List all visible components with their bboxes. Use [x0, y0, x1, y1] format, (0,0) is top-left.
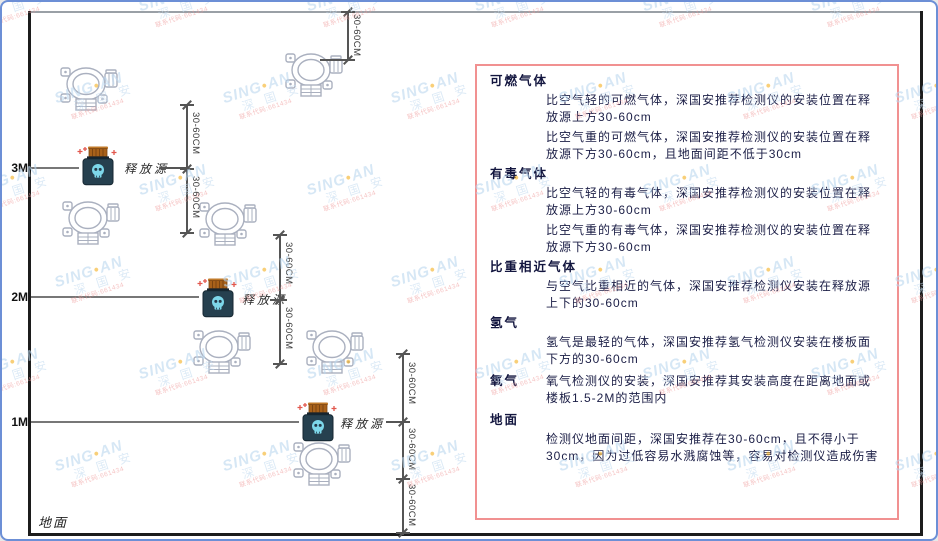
section-paragraph: 比空气轻的有毒气体，深国安推荐检测仪的安装位置在释放源上方30-60cm: [546, 186, 872, 217]
release-source-label: 释放源: [242, 293, 288, 307]
gas-detector-icon: [62, 198, 122, 246]
release-source-label: 释放源: [340, 417, 386, 431]
axis-label-2m: 2M: [11, 290, 28, 304]
gas-detector-icon: [293, 439, 353, 487]
dimension-label: 30-60CM: [190, 112, 201, 155]
panel-section-ground: 地面 检测仪地面间距，深国安推荐在30-60cm，且不得小于30cm，因为过低容…: [490, 412, 889, 464]
gas-detector-icon: [199, 199, 259, 247]
dimension-line: [402, 354, 404, 535]
gas-detector-icon: [193, 327, 253, 375]
gas-detector-icon: [306, 327, 366, 375]
dimension-connector: [270, 299, 280, 301]
level-line-3m: [31, 167, 79, 169]
dimension-label: 30-60CM: [406, 362, 417, 405]
panel-section-hydrogen: 氢气 氢气是最轻的气体，深国安推荐氢气检测仪安装在楼板面下方的30-60cm: [490, 315, 889, 367]
dimension-label: 30-60CM: [351, 14, 362, 57]
gas-detector-icon: [60, 64, 120, 112]
dimension-line: [347, 12, 349, 60]
ground-line: [28, 533, 923, 536]
panel-section-similar-density: 比重相近气体 与空气比重相近的气体，深国安推荐检测仪安装在释放源上下的30-60…: [490, 259, 889, 311]
release-source-label: 释放源: [124, 162, 170, 176]
section-paragraph: 比空气重的有毒气体，深国安推荐检测仪的安装位置在释放源下方30-60cm: [546, 223, 872, 254]
axis-label-3m: 3M: [11, 161, 28, 175]
section-paragraph: 比空气轻的可燃气体，深国安推荐检测仪的安装位置在释放源上方30-60cm: [546, 93, 872, 124]
axis-label-1m: 1M: [11, 415, 28, 429]
section-paragraph: 检测仪地面间距，深国安推荐在30-60cm，且不得小于30cm，因为过低容易水溅…: [546, 432, 879, 463]
section-heading: 可燃气体: [490, 74, 549, 88]
dimension-connector: [386, 421, 403, 423]
section-heading: 氢气: [490, 316, 520, 330]
section-paragraph: 与空气比重相近的气体，深国安推荐检测仪安装在释放源上下的30-60cm: [546, 279, 872, 310]
recommendation-panel: 可燃气体 比空气轻的可燃气体，深国安推荐检测仪的安装位置在释放源上方30-60c…: [475, 64, 899, 520]
panel-section-flammable: 可燃气体 比空气轻的可燃气体，深国安推荐检测仪的安装位置在释放源上方30-60c…: [490, 73, 889, 162]
release-source-icon: [196, 278, 240, 318]
dimension-connector: [320, 59, 348, 61]
section-paragraph: 氧气检测仪的安装，深国安推荐其安装高度在距离地面或楼板1.5-2M的范围内: [546, 374, 872, 405]
level-line-2m: [31, 296, 199, 298]
panel-section-toxic: 有毒气体 比空气轻的有毒气体，深国安推荐检测仪的安装位置在释放源上方30-60c…: [490, 166, 889, 255]
right-wall-line: [920, 11, 923, 536]
section-heading: 氧气: [490, 374, 520, 388]
dimension-label: 30-60CM: [283, 307, 294, 350]
gas-detector-icon: [285, 50, 345, 98]
left-wall-axis: [28, 11, 31, 536]
dimension-label: 30-60CM: [406, 484, 417, 527]
ground-label: 地面: [38, 515, 69, 530]
section-paragraph: 比空气重的可燃气体，深国安推荐检测仪的安装位置在释放源下方30-60cm，且地面…: [546, 130, 872, 161]
section-heading: 有毒气体: [490, 167, 549, 181]
release-source-icon: [76, 146, 120, 186]
release-source-icon: [296, 402, 340, 442]
section-heading: 地面: [490, 413, 520, 427]
panel-section-oxygen: 氧气 氧气检测仪的安装，深国安推荐其安装高度在距离地面或楼板1.5-2M的范围内: [490, 371, 889, 410]
dimension-connector: [160, 167, 187, 169]
dimension-label: 30-60CM: [283, 242, 294, 285]
ceiling-line: [29, 11, 922, 13]
level-line-1m: [31, 421, 299, 423]
section-heading: 比重相近气体: [490, 260, 578, 274]
dimension-label: 30-60CM: [406, 428, 417, 471]
dimension-label: 30-60CM: [190, 176, 201, 219]
section-paragraph: 氢气是最轻的气体，深国安推荐氢气检测仪安装在楼板面下方的30-60cm: [546, 335, 872, 366]
